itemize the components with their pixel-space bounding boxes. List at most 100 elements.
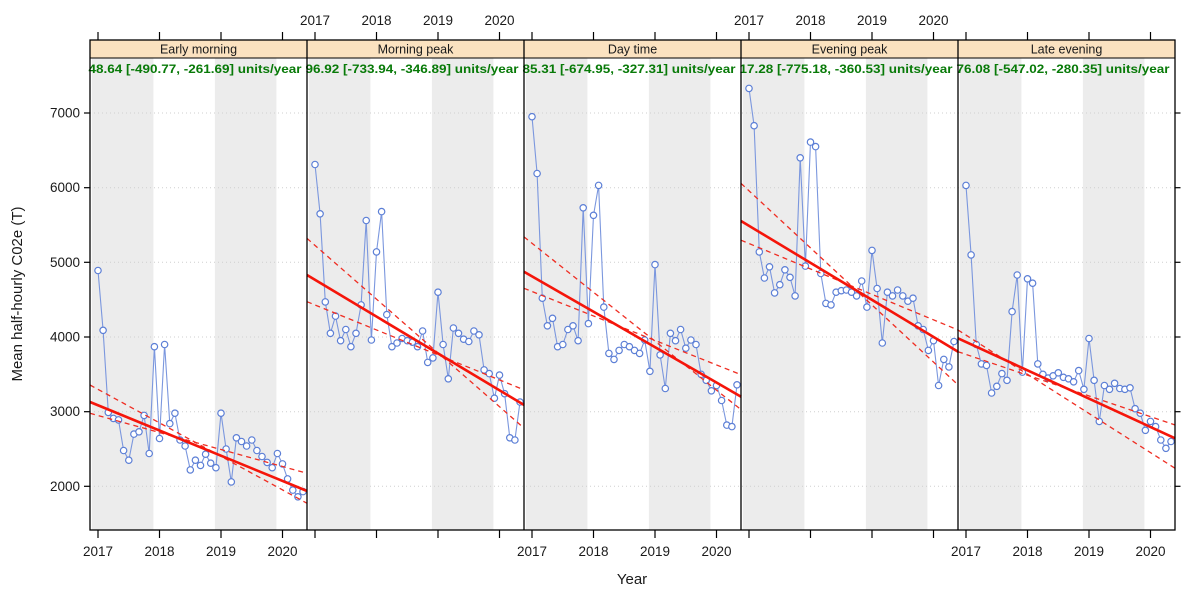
data-point-marker xyxy=(676,325,685,334)
data-point-marker xyxy=(439,340,447,349)
ci-line-upper xyxy=(740,182,959,386)
trend-line xyxy=(523,270,742,398)
ci-line-lower xyxy=(306,301,525,391)
data-point-marker xyxy=(893,286,902,294)
data-point-marker xyxy=(495,371,504,379)
data-point-marker xyxy=(347,342,355,351)
data-point-marker xyxy=(781,265,789,274)
data-point-marker xyxy=(967,251,975,259)
data-point-marker xyxy=(94,266,102,275)
panel-day-time xyxy=(523,112,742,431)
data-point-marker xyxy=(1110,379,1119,388)
data-point-marker xyxy=(201,450,210,459)
data-point-marker xyxy=(594,181,603,190)
data-point-marker xyxy=(352,329,360,338)
x-axis-title: Year xyxy=(617,571,647,588)
data-point-marker xyxy=(528,112,536,121)
data-point-marker xyxy=(533,169,541,178)
data-point-marker xyxy=(145,449,154,458)
data-point-marker xyxy=(248,436,256,444)
data-point-marker xyxy=(191,456,200,465)
data-point-marker xyxy=(232,433,241,442)
data-point-marker xyxy=(160,340,169,349)
data-point-marker xyxy=(1008,307,1016,316)
data-point-marker xyxy=(656,351,664,359)
data-point-marker xyxy=(1146,417,1155,426)
data-point-marker xyxy=(610,355,618,364)
data-point-marker xyxy=(811,142,820,151)
tick-label: 6000 xyxy=(50,180,80,195)
data-point-marker xyxy=(898,292,907,300)
data-point-marker xyxy=(599,303,608,311)
data-point-marker xyxy=(268,463,277,472)
data-point-marker xyxy=(692,340,700,349)
data-point-marker xyxy=(288,486,297,494)
data-point-marker xyxy=(1131,404,1139,413)
data-point-marker xyxy=(475,330,483,339)
data-point-marker xyxy=(796,154,805,162)
data-point-marker xyxy=(186,466,195,474)
data-point-marker xyxy=(564,325,572,334)
tick-label: 2019 xyxy=(857,13,887,28)
data-point-marker xyxy=(242,442,251,450)
data-point-marker xyxy=(681,344,690,353)
trend-line xyxy=(740,219,959,353)
data-point-marker xyxy=(388,342,396,351)
data-point-marker xyxy=(311,160,319,169)
data-point-marker xyxy=(418,327,427,335)
data-point-marker xyxy=(119,446,128,455)
data-point-marker xyxy=(687,336,695,344)
tick-label: 2019 xyxy=(206,544,236,559)
data-point-marker xyxy=(321,298,330,306)
tick-label: 2018 xyxy=(578,544,608,559)
year-band xyxy=(865,58,928,530)
data-point-marker xyxy=(490,394,499,403)
ci-line-lower xyxy=(957,351,1176,426)
data-point-marker xyxy=(1157,436,1165,444)
tick-label: 2019 xyxy=(423,13,453,28)
data-point-marker xyxy=(1080,385,1088,394)
data-point-marker xyxy=(1167,437,1175,446)
data-point-marker xyxy=(625,342,634,351)
tick-label: 5000 xyxy=(50,255,80,270)
tick-label: 4000 xyxy=(50,330,80,345)
year-band xyxy=(648,58,711,530)
data-point-marker xyxy=(857,277,866,285)
data-point-marker xyxy=(651,260,659,269)
data-point-marker xyxy=(1100,381,1109,390)
data-point-marker xyxy=(998,369,1006,378)
data-point-marker xyxy=(1162,444,1170,453)
data-point-marker xyxy=(150,342,159,351)
data-point-marker xyxy=(341,325,350,334)
data-point-marker xyxy=(222,445,230,453)
data-point-marker xyxy=(1126,383,1134,392)
data-point-marker xyxy=(336,336,345,345)
tick-label: 7000 xyxy=(50,106,80,121)
ci-line-upper xyxy=(523,236,742,411)
data-point-marker xyxy=(273,449,282,458)
tick-label: 2018 xyxy=(144,544,174,559)
data-point-marker xyxy=(852,292,861,300)
data-point-marker xyxy=(140,411,148,420)
data-point-marker xyxy=(1023,274,1032,283)
strip-label: Day time xyxy=(608,43,657,57)
data-point-marker xyxy=(258,452,266,461)
data-point-marker xyxy=(770,289,779,297)
data-point-marker xyxy=(217,409,225,418)
data-point-marker xyxy=(1034,360,1042,368)
data-point-marker xyxy=(574,336,582,345)
data-point-marker xyxy=(883,288,892,297)
tick-label: 2019 xyxy=(640,544,670,559)
data-point-marker xyxy=(429,354,437,362)
ci-line-lower xyxy=(523,287,742,376)
slope-annotation: 96.92 [-733.94, -346.89] units/year xyxy=(306,62,519,76)
data-point-marker xyxy=(382,310,391,319)
data-point-marker xyxy=(615,346,623,355)
data-point-marker xyxy=(449,324,458,332)
trend-line xyxy=(306,273,525,407)
data-point-marker xyxy=(717,396,726,405)
data-point-marker xyxy=(950,337,958,346)
data-point-marker xyxy=(253,446,261,455)
data-point-marker xyxy=(1090,376,1098,385)
data-point-marker xyxy=(196,461,205,470)
